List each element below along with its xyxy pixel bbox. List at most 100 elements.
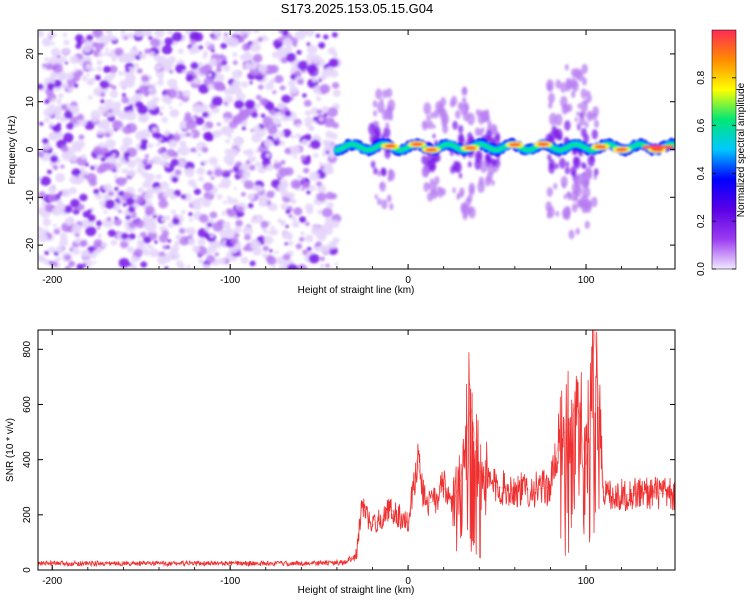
noise-speckle: [285, 224, 289, 228]
ridge-core: [487, 146, 493, 150]
signal-blob: [581, 63, 588, 74]
noise-speckle: [61, 189, 71, 197]
noise-speckle: [42, 63, 46, 68]
snr-x-axis: -200 -100 0 100: [42, 330, 658, 587]
noise-speckle: [149, 248, 160, 258]
noise-speckle: [193, 188, 201, 195]
noise-speckle: [332, 122, 339, 129]
noise-speckle: [108, 83, 113, 88]
noise-speckle: [306, 190, 311, 195]
ridge-core: [526, 148, 532, 152]
x-tick-label: 100: [578, 275, 595, 286]
noise-speckle: [178, 102, 183, 106]
noise-speckle: [212, 221, 224, 232]
noise-speckle: [51, 136, 57, 142]
ridge-core: [448, 142, 453, 147]
noise-speckle: [103, 65, 111, 74]
x-tick-label: 0: [405, 275, 411, 286]
noise-speckle: [319, 162, 323, 166]
noise-speckle: [154, 132, 162, 140]
noise-speckle: [86, 173, 97, 183]
noise-speckle: [316, 109, 323, 115]
noise-speckle: [328, 58, 339, 68]
noise-speckle: [244, 62, 252, 70]
noise-speckle: [314, 243, 319, 247]
noise-speckle: [51, 260, 58, 267]
noise-speckle: [247, 203, 254, 209]
noise-speckle: [101, 189, 106, 194]
noise-speckle: [303, 167, 310, 174]
signal-blob: [554, 113, 563, 127]
noise-speckle: [257, 84, 264, 90]
noise-speckle: [210, 176, 215, 180]
noise-speckle: [150, 38, 161, 48]
noise-speckle: [319, 236, 326, 242]
noise-speckle: [145, 209, 153, 217]
noise-speckle: [105, 48, 110, 52]
noise-speckle: [224, 117, 230, 123]
noise-speckle: [291, 216, 297, 221]
signal-blob: [477, 181, 485, 193]
noise-speckle: [96, 193, 102, 199]
noise-speckle: [212, 130, 221, 138]
noise-speckle: [302, 93, 307, 98]
noise-speckle: [234, 216, 238, 220]
noise-speckle: [187, 238, 196, 246]
signal-blob: [387, 175, 392, 182]
noise-speckle: [265, 153, 271, 158]
noise-speckle: [255, 94, 262, 100]
noise-speckle: [73, 207, 78, 211]
noise-speckle: [222, 182, 229, 189]
noise-speckle: [38, 207, 46, 215]
noise-speckle: [159, 112, 163, 116]
signal-blob: [584, 168, 593, 181]
noise-speckle: [157, 79, 164, 86]
noise-speckle: [93, 188, 100, 195]
signal-blob: [423, 182, 430, 192]
noise-speckle: [92, 30, 103, 38]
noise-speckle: [234, 99, 245, 109]
noise-speckle: [170, 158, 179, 167]
noise-speckle: [318, 42, 326, 49]
noise-speckle: [284, 242, 289, 246]
ridge-core: [445, 142, 450, 147]
noise-speckle: [78, 173, 86, 180]
noise-speckle: [219, 229, 229, 238]
signal-blob: [379, 182, 383, 189]
colorbar-tick-label: 0.4: [696, 166, 707, 180]
noise-speckle: [136, 239, 144, 246]
signal-blob: [485, 129, 493, 141]
noise-speckle: [73, 123, 79, 128]
noise-speckle: [99, 80, 110, 89]
noise-speckle: [325, 216, 333, 224]
noise-speckle: [40, 201, 46, 207]
signal-blob: [375, 121, 379, 128]
noise-speckle: [160, 106, 165, 110]
noise-speckle: [319, 256, 325, 262]
noise-speckle: [257, 186, 264, 192]
noise-speckle: [120, 52, 132, 63]
noise-speckle: [130, 56, 136, 61]
signal-blob: [496, 134, 501, 141]
noise-speckle: [301, 177, 306, 182]
signal-blob: [576, 199, 582, 208]
noise-speckle: [178, 263, 185, 269]
signal-blob: [373, 110, 378, 117]
signal-blob: [490, 124, 498, 136]
noise-speckle: [114, 216, 119, 220]
signal-blob: [449, 99, 455, 108]
colorbar-scale: [711, 29, 737, 270]
noise-speckle: [179, 132, 187, 139]
noise-speckle: [269, 109, 277, 115]
noise-speckle: [122, 125, 132, 135]
noise-speckle: [127, 246, 135, 253]
noise-speckle: [319, 263, 325, 269]
signal-blob: [566, 86, 570, 92]
noise-speckle: [127, 206, 136, 213]
noise-speckle: [168, 139, 178, 148]
noise-speckle: [69, 175, 79, 185]
noise-speckle: [92, 41, 99, 48]
noise-speckle: [97, 226, 101, 230]
signal-blob: [585, 179, 589, 186]
